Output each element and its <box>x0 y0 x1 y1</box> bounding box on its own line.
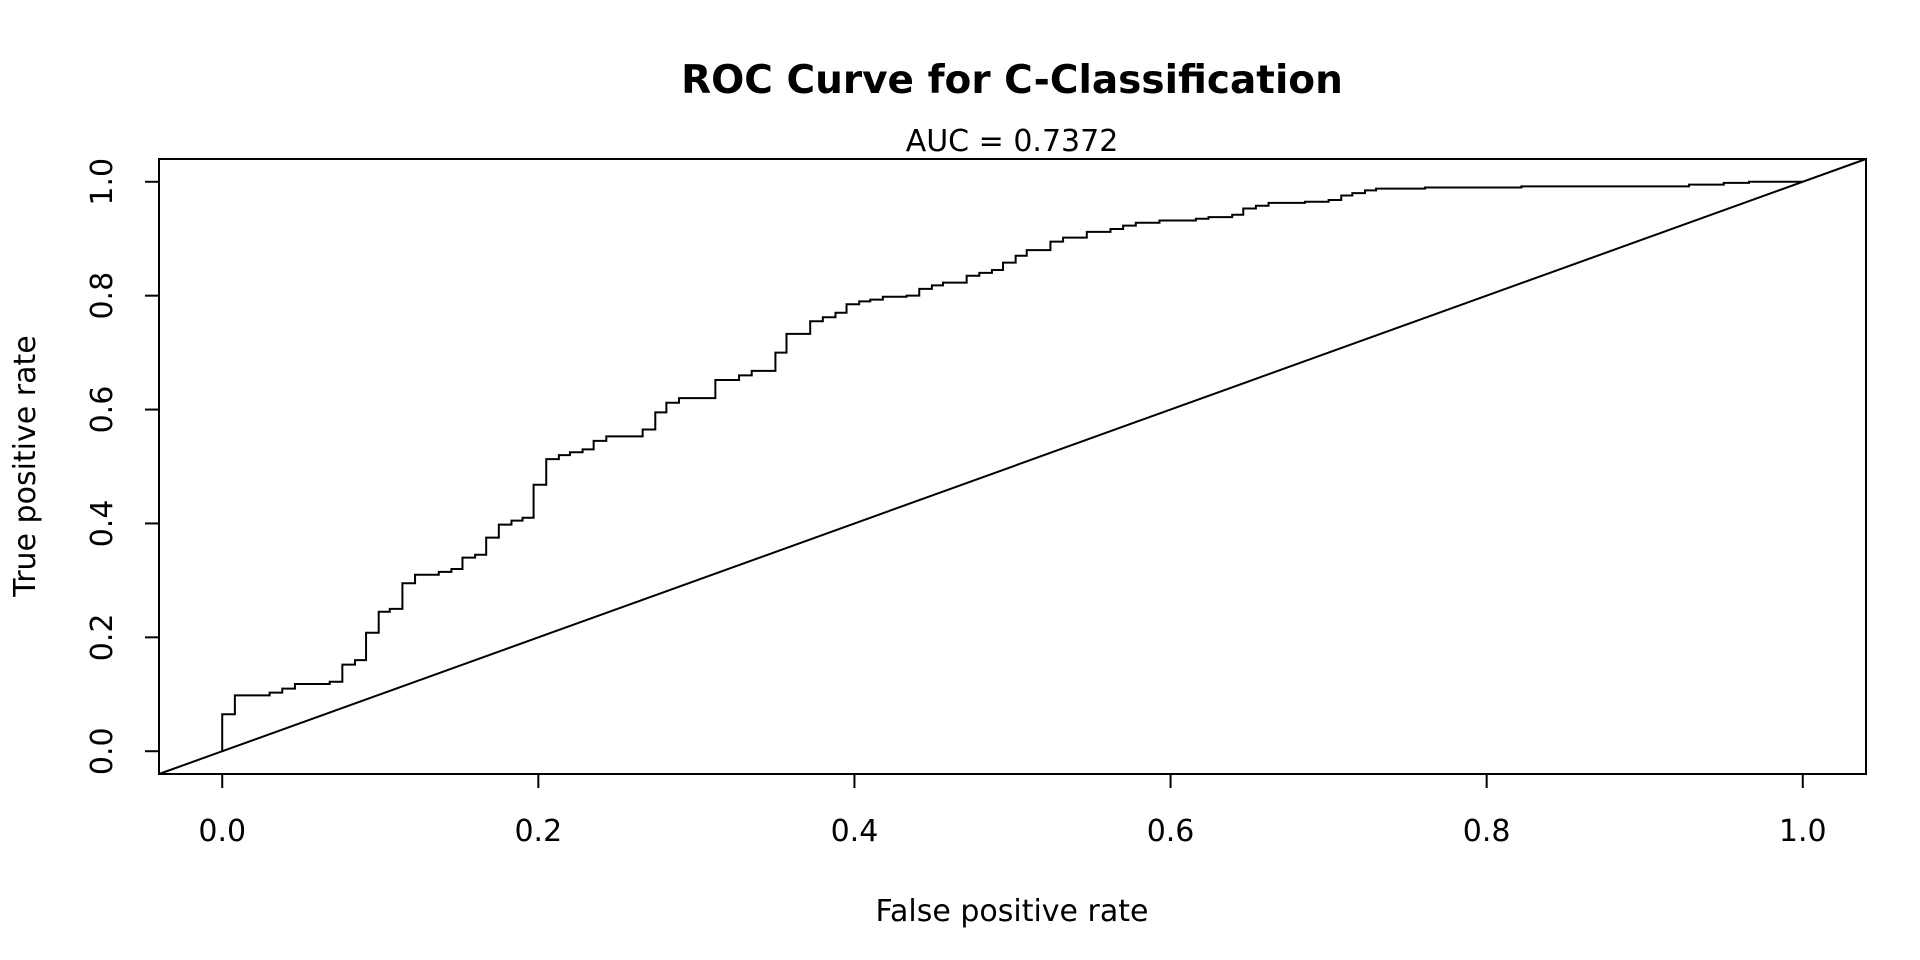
y-tick-label: 1.0 <box>85 158 120 206</box>
y-tick-label: 0.2 <box>85 613 120 661</box>
x-tick-label: 0.0 <box>198 814 246 849</box>
y-tick-label: 0.8 <box>85 272 120 320</box>
y-axis-label: True positive rate <box>8 335 43 597</box>
x-axis-label: False positive rate <box>876 894 1149 929</box>
y-axis: 0.0 0.2 0.4 0.6 0.8 1.0 <box>85 158 159 775</box>
y-tick-label: 0.0 <box>85 727 120 775</box>
x-axis: 0.0 0.2 0.4 0.6 0.8 1.0 <box>198 774 1827 849</box>
x-tick-label: 0.2 <box>514 814 562 849</box>
chart-subtitle: AUC = 0.7372 <box>906 124 1119 159</box>
x-tick-label: 0.8 <box>1463 814 1511 849</box>
x-tick-label: 0.4 <box>831 814 879 849</box>
chance-diagonal-line <box>158 158 1867 775</box>
y-tick-label: 0.4 <box>85 500 120 548</box>
plot-area-frame <box>158 158 1867 775</box>
y-tick-label: 0.6 <box>85 386 120 434</box>
x-tick-label: 1.0 <box>1779 814 1827 849</box>
roc-curve-line <box>221 180 1803 752</box>
x-tick-label: 0.6 <box>1147 814 1195 849</box>
chart-title: ROC Curve for C-Classification <box>681 58 1343 103</box>
